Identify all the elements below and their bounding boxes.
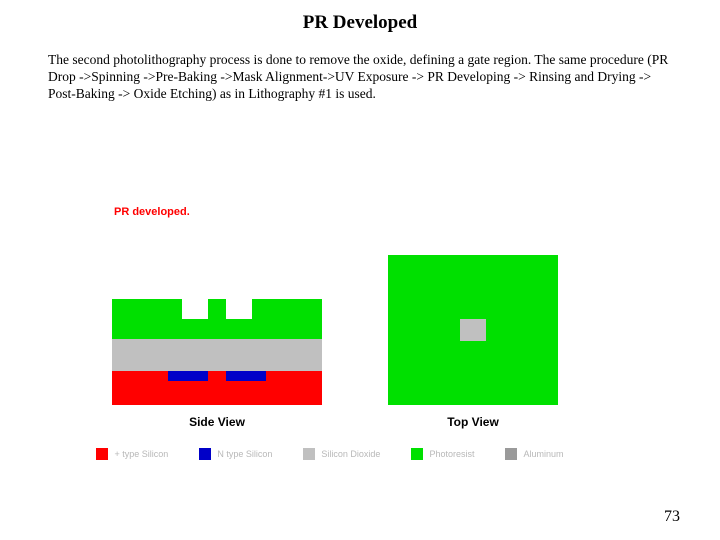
swatch-n-silicon [199, 448, 211, 460]
layer-plus-silicon [112, 371, 322, 405]
layer-photoresist [112, 299, 322, 339]
slide-page: PR Developed The second photolithography… [0, 0, 720, 540]
implant-n-1 [168, 371, 208, 381]
implant-n-2 [226, 371, 266, 381]
swatch-plus-silicon [96, 448, 108, 460]
legend-label-photoresist: Photoresist [429, 449, 474, 459]
page-number: 73 [664, 508, 680, 526]
legend: + type Silicon N type Silicon Silicon Di… [96, 448, 656, 466]
top-view-gate-opening [460, 319, 486, 341]
pr-notch-2 [226, 299, 252, 319]
legend-label-silicon-dioxide: Silicon Dioxide [321, 449, 380, 459]
top-view-diagram [388, 255, 558, 405]
legend-item-silicon-dioxide: Silicon Dioxide [303, 448, 381, 460]
legend-label-n-silicon: N type Silicon [217, 449, 272, 459]
legend-item-aluminum: Aluminum [505, 448, 564, 460]
swatch-photoresist [411, 448, 423, 460]
layer-silicon-dioxide [112, 339, 322, 371]
legend-label-aluminum: Aluminum [524, 449, 564, 459]
pr-notch-1 [182, 299, 208, 319]
pr-developed-label: PR developed. [114, 206, 190, 218]
swatch-aluminum [505, 448, 517, 460]
side-view-diagram [112, 255, 322, 405]
page-title: PR Developed [0, 12, 720, 34]
swatch-silicon-dioxide [303, 448, 315, 460]
legend-item-n-silicon: N type Silicon [199, 448, 273, 460]
legend-item-photoresist: Photoresist [411, 448, 475, 460]
top-view-label: Top View [388, 415, 558, 429]
body-paragraph: The second photolithography process is d… [48, 52, 672, 103]
legend-label-plus-silicon: + type Silicon [115, 449, 169, 459]
side-view-label: Side View [112, 415, 322, 429]
legend-item-plus-silicon: + type Silicon [96, 448, 168, 460]
